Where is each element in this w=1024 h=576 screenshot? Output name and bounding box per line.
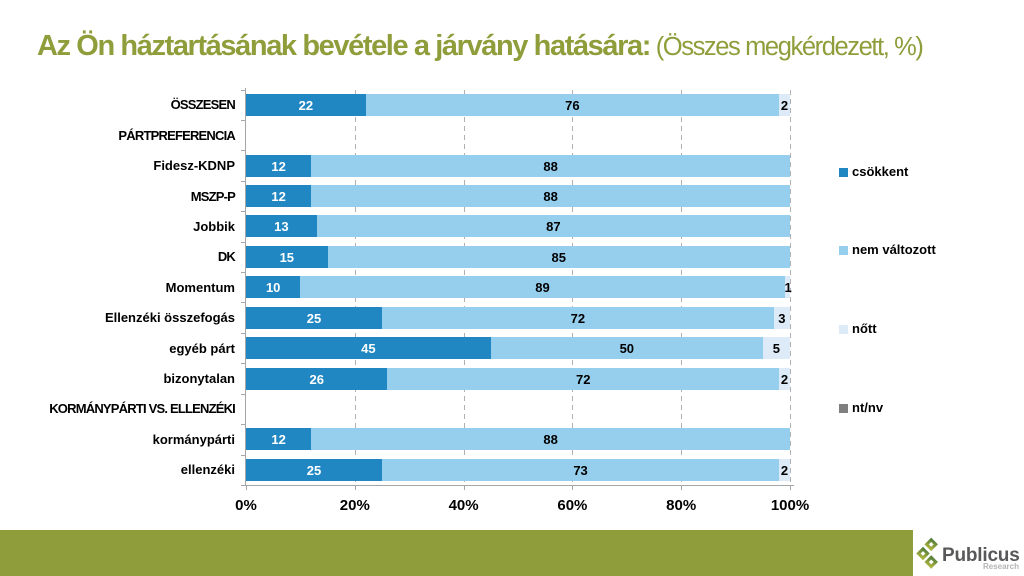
svg-text:Research: Research <box>983 562 1019 571</box>
svg-text:Publicus: Publicus <box>942 545 1020 566</box>
